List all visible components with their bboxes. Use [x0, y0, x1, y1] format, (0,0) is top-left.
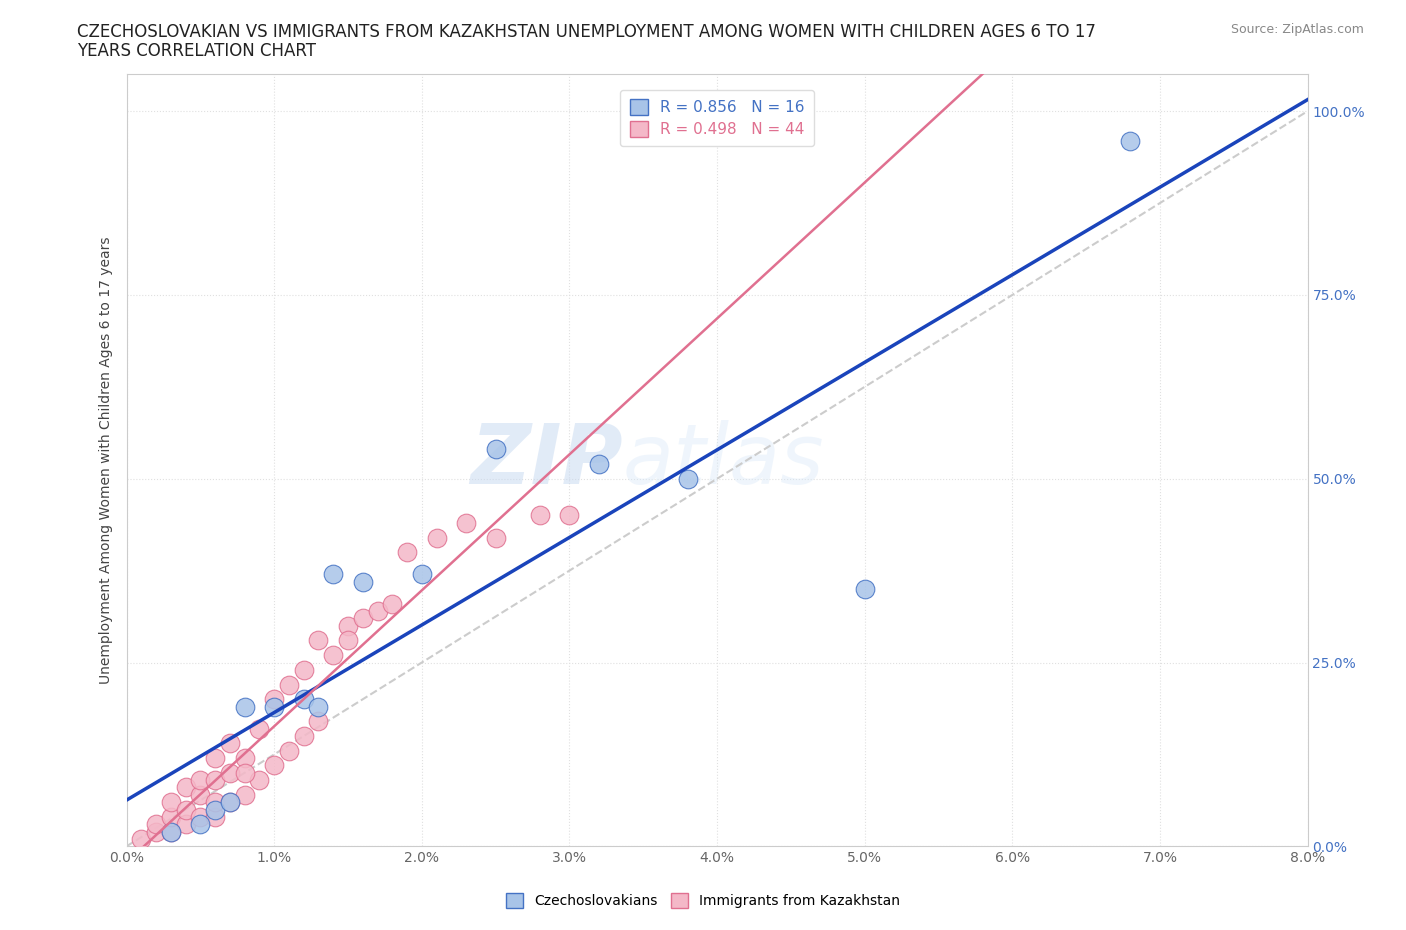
- Point: [292, 662, 315, 677]
- Point: [337, 633, 360, 648]
- Point: [233, 765, 256, 780]
- Point: [263, 699, 285, 714]
- Point: [145, 824, 167, 839]
- Point: [219, 736, 242, 751]
- Point: [233, 751, 256, 765]
- Point: [558, 508, 581, 523]
- Point: [322, 567, 344, 582]
- Point: [263, 758, 285, 773]
- Point: [219, 765, 242, 780]
- Point: [426, 530, 449, 545]
- Point: [263, 692, 285, 707]
- Point: [676, 472, 699, 486]
- Point: [396, 545, 419, 560]
- Point: [160, 795, 183, 810]
- Text: atlas: atlas: [623, 419, 824, 501]
- Point: [129, 831, 153, 846]
- Point: [456, 515, 478, 530]
- Point: [249, 722, 271, 737]
- Point: [233, 788, 256, 803]
- Point: [174, 802, 197, 817]
- Point: [145, 817, 167, 831]
- Text: Source: ZipAtlas.com: Source: ZipAtlas.com: [1230, 23, 1364, 36]
- Point: [292, 692, 315, 707]
- Point: [219, 795, 242, 810]
- Point: [307, 633, 329, 648]
- Point: [219, 795, 242, 810]
- Point: [367, 604, 389, 618]
- Point: [160, 824, 183, 839]
- Point: [174, 817, 197, 831]
- Point: [411, 567, 433, 582]
- Point: [278, 743, 301, 758]
- Point: [188, 773, 212, 788]
- Point: [352, 611, 374, 626]
- Point: [249, 773, 271, 788]
- Point: [352, 574, 374, 589]
- Legend: R = 0.856   N = 16, R = 0.498   N = 44: R = 0.856 N = 16, R = 0.498 N = 44: [620, 90, 814, 146]
- Point: [204, 795, 226, 810]
- Point: [484, 530, 508, 545]
- Point: [1119, 133, 1142, 148]
- Point: [188, 788, 212, 803]
- Point: [292, 728, 315, 743]
- Y-axis label: Unemployment Among Women with Children Ages 6 to 17 years: Unemployment Among Women with Children A…: [100, 236, 114, 684]
- Point: [307, 714, 329, 729]
- Point: [278, 677, 301, 692]
- Point: [204, 802, 226, 817]
- Point: [307, 699, 329, 714]
- Point: [188, 809, 212, 824]
- Point: [204, 751, 226, 765]
- Point: [337, 618, 360, 633]
- Point: [588, 457, 610, 472]
- Text: YEARS CORRELATION CHART: YEARS CORRELATION CHART: [77, 42, 316, 60]
- Point: [853, 581, 876, 596]
- Point: [188, 817, 212, 831]
- Point: [160, 824, 183, 839]
- Text: CZECHOSLOVAKIAN VS IMMIGRANTS FROM KAZAKHSTAN UNEMPLOYMENT AMONG WOMEN WITH CHIL: CZECHOSLOVAKIAN VS IMMIGRANTS FROM KAZAK…: [77, 23, 1097, 41]
- Text: ZIP: ZIP: [470, 419, 623, 501]
- Point: [381, 596, 404, 611]
- Legend: Czechoslovakians, Immigrants from Kazakhstan: Czechoslovakians, Immigrants from Kazakh…: [501, 888, 905, 914]
- Point: [322, 647, 344, 662]
- Point: [529, 508, 551, 523]
- Point: [174, 780, 197, 795]
- Point: [233, 699, 256, 714]
- Point: [484, 442, 508, 457]
- Point: [160, 809, 183, 824]
- Point: [204, 773, 226, 788]
- Point: [204, 809, 226, 824]
